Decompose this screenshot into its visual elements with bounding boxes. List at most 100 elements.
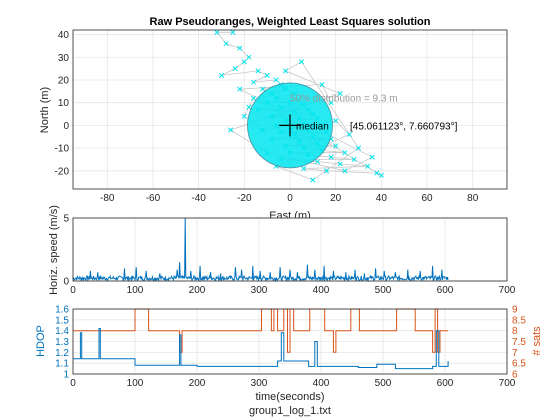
scatter-xtick-label: -60 <box>146 193 161 204</box>
scatter-point <box>301 166 307 172</box>
scatter-point <box>228 127 234 133</box>
scatter-xtick-label: 0 <box>287 193 293 204</box>
scatter-ytick-label: -20 <box>55 166 70 177</box>
scatter-frame <box>72 29 508 190</box>
hdop-ytick-label: 1.6 <box>55 305 69 316</box>
scatter-panel: Raw Pseudoranges, Weighted Least Squares… <box>39 16 508 222</box>
hdop-ytick-label: 1.5 <box>55 315 69 326</box>
scatter-point <box>218 72 225 78</box>
hdop-xtick-label: 300 <box>251 378 268 389</box>
scatter-point <box>328 154 334 160</box>
hdop-xtick-label: 0 <box>70 378 76 389</box>
scatter-point <box>273 77 279 83</box>
scatter-point <box>232 66 238 72</box>
hdop-xtick-label: 400 <box>313 378 330 389</box>
hdop-ytick-label: 1.1 <box>55 359 69 370</box>
sats-ytick-label: 7.5 <box>512 337 526 348</box>
scatter-point <box>260 86 266 92</box>
speed-ytick-label: 0 <box>63 277 69 288</box>
median-cross <box>279 114 301 137</box>
footer-filename: group1_log_1.txt <box>249 405 331 417</box>
hdop-xtick-label: 700 <box>499 378 516 389</box>
speed-xtick-label: 0 <box>70 285 76 296</box>
scatter-point <box>246 104 252 110</box>
scatter-ytick-label: 10 <box>58 98 70 109</box>
hdop-xtick-label: 100 <box>127 378 144 389</box>
scatter-ytick-label: 20 <box>58 75 70 86</box>
scatter-point <box>337 161 343 167</box>
scatter-point <box>237 86 243 92</box>
median-label: median <box>296 121 329 132</box>
speed-ticks: 0 100 200 300 400 500 600 700 0 5 <box>63 214 515 297</box>
scatter-ytick-label: 0 <box>63 121 69 132</box>
scatter-point <box>264 72 270 78</box>
hdop-ytick-label: 1.3 <box>55 337 69 348</box>
speed-ytick-label: 5 <box>63 214 69 225</box>
scatter-xtick-label: 60 <box>421 193 433 204</box>
scatter-point <box>342 168 348 174</box>
scatter-point <box>374 170 380 176</box>
hdop-frame <box>72 308 508 375</box>
sats-ytick-label: 8.5 <box>512 315 526 326</box>
scatter-point <box>323 168 330 174</box>
scatter-xtick-label: 40 <box>376 193 388 204</box>
scatter-point <box>333 143 339 149</box>
scatter-point <box>314 159 320 165</box>
scatter-point <box>337 91 343 97</box>
scatter-point <box>241 113 247 119</box>
median-coordinates: [45.061123°, 7.660793°] <box>350 121 458 132</box>
hdop-ytick-label: 1.4 <box>55 326 69 337</box>
speed-xtick-label: 600 <box>437 285 454 296</box>
scatter-ylabel: North (m) <box>39 87 51 133</box>
hdop-xlabel: time(seconds) <box>255 391 324 403</box>
speed-xtick-label: 500 <box>375 285 392 296</box>
sats-ytick-label: 8 <box>512 326 518 337</box>
scatter-point <box>250 95 257 101</box>
scatter-point <box>250 79 257 85</box>
scatter-point <box>342 150 348 156</box>
hdop-ylabel: HDOP <box>35 325 47 357</box>
sats-ytick-label: 6 <box>512 370 518 381</box>
scatter-title: Raw Pseudoranges, Weighted Least Squares… <box>150 16 431 28</box>
sats-ytick-label: 9 <box>512 305 518 316</box>
hdop-line <box>73 328 449 370</box>
speed-line <box>72 217 449 283</box>
scatter-xtick-label: 20 <box>330 193 342 204</box>
scatter-point <box>365 163 371 169</box>
scatter-point <box>282 68 288 74</box>
speed-xtick-label: 100 <box>127 285 144 296</box>
scatter-point <box>237 45 243 51</box>
scatter-point <box>310 177 316 183</box>
hdop-xtick-label: 600 <box>437 378 454 389</box>
speed-xtick-label: 700 <box>499 285 516 296</box>
hdop-panel: 0 100 200 300 400 500 600 700 11.11.21.31.41.51.… <box>35 305 543 404</box>
scatter-ytick-label: 30 <box>58 53 70 64</box>
scatter-ytick-label: -10 <box>55 144 70 155</box>
scatter-point <box>230 29 236 35</box>
speed-ylabel: Horiz. speed (m/s) <box>48 205 60 295</box>
hdop-xtick-label: 500 <box>375 378 392 389</box>
scatter-point <box>333 118 339 124</box>
hdop-ytick-label: 1 <box>63 370 69 381</box>
sats-ylabel: # sats <box>531 326 543 356</box>
sats-ytick-label: 7 <box>512 348 518 359</box>
scatter-point <box>355 145 362 151</box>
scatter-point <box>214 29 220 35</box>
scatter-xtick-label: 80 <box>467 193 479 204</box>
scatter-xtick-label: -40 <box>191 193 206 204</box>
hdop-xtick-label: 200 <box>189 378 206 389</box>
scatter-point <box>319 81 325 88</box>
scatter-point <box>298 59 304 65</box>
scatter-point <box>328 100 334 106</box>
hdop-ticks: 0 100 200 300 400 500 600 700 11.11.21.31.41.51.… <box>55 305 526 390</box>
scatter-point <box>369 154 375 160</box>
scatter-point <box>346 131 352 138</box>
scatter-point <box>351 156 357 163</box>
sats-ytick-label: 6.5 <box>512 359 526 370</box>
scatter-point <box>255 68 261 74</box>
sats-line <box>73 308 449 353</box>
scatter-xtick-label: -20 <box>237 193 252 204</box>
scatter-xtick-label: -80 <box>100 193 115 204</box>
scatter-ytick-label: 40 <box>58 30 70 41</box>
